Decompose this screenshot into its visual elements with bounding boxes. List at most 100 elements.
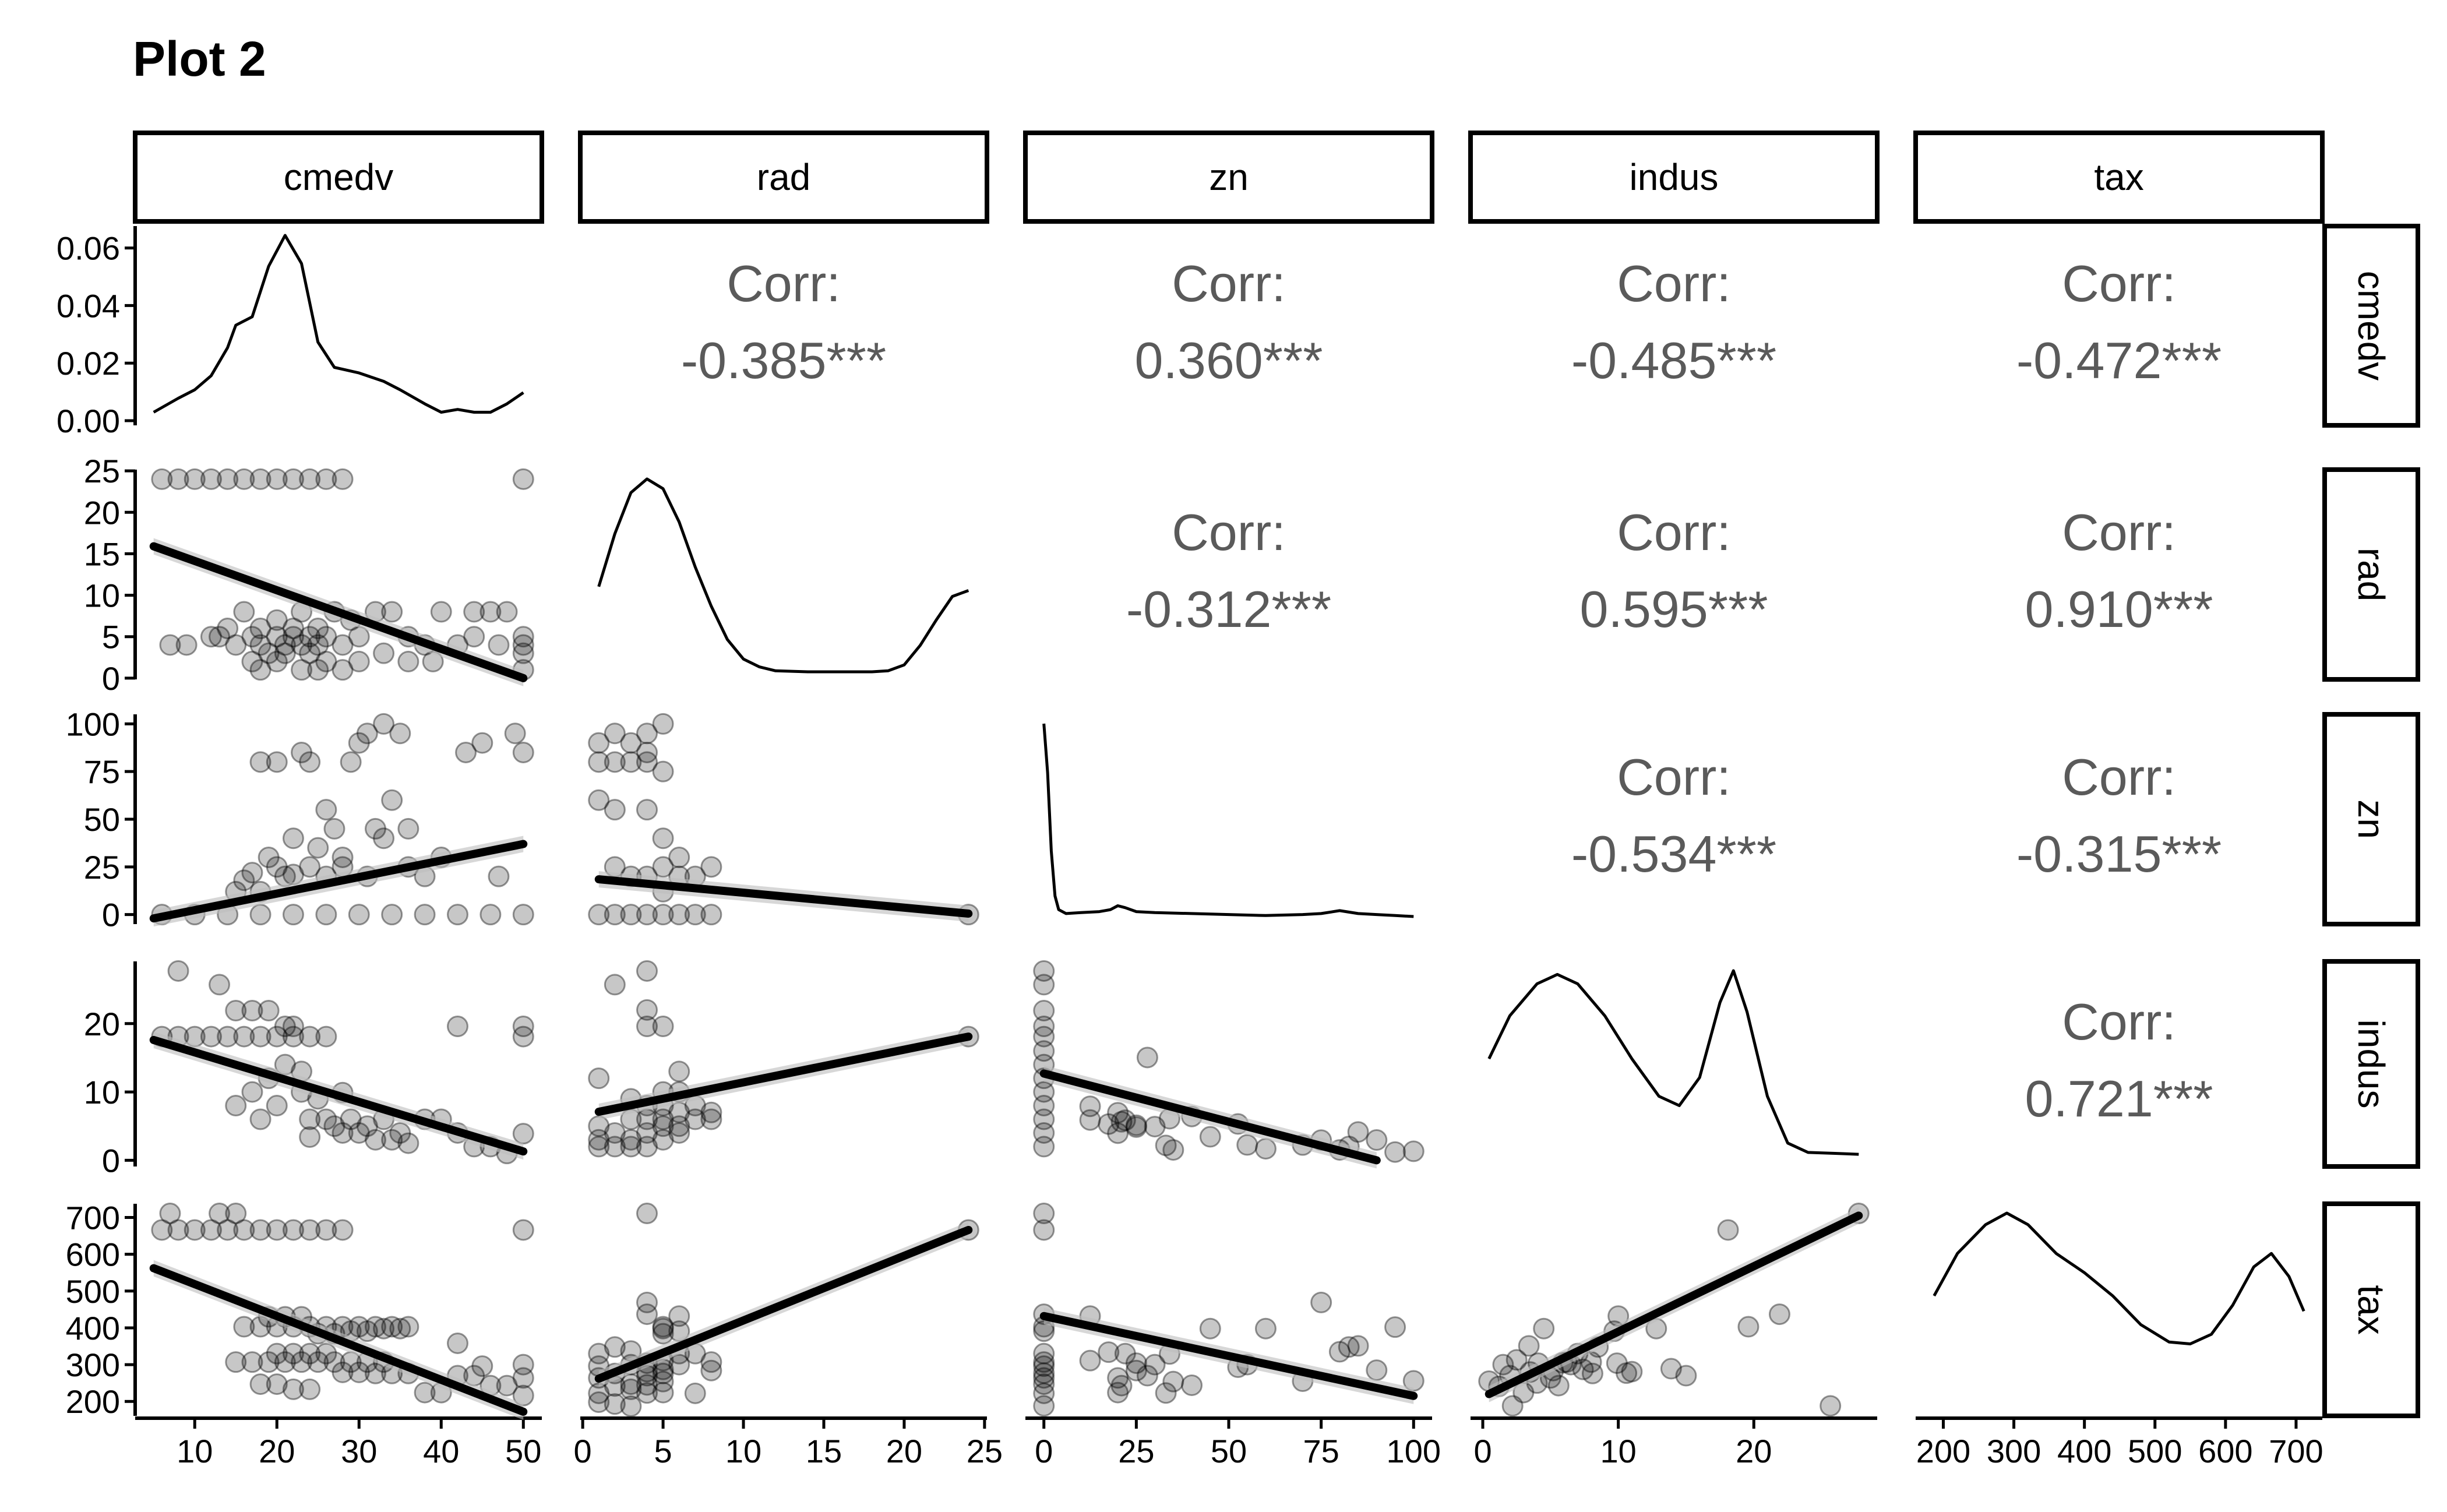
strip-top-label-zn: zn — [1209, 156, 1249, 198]
scatter-point — [1079, 1349, 1101, 1372]
scatter-point — [1110, 1374, 1133, 1397]
scatter-point — [604, 974, 626, 996]
scatter-point — [1079, 1109, 1101, 1131]
scatter-point — [266, 650, 288, 672]
y-tick-label-rad: 0 — [102, 660, 120, 697]
x-tick-label-rad: 25 — [967, 1433, 1003, 1469]
scatter-point — [299, 626, 321, 648]
scatter-point — [1533, 1317, 1555, 1340]
x-tick-label-rad: 20 — [886, 1433, 922, 1469]
scatter-point — [471, 1355, 493, 1377]
scatter-point — [588, 1067, 610, 1090]
scatter-point — [1616, 1362, 1638, 1384]
scatter-point — [241, 650, 263, 672]
scatter-point — [348, 732, 370, 754]
scatter-point — [315, 1219, 337, 1241]
scatter-point — [348, 904, 370, 926]
scatter-point — [241, 1081, 263, 1103]
scatter-point — [1033, 1136, 1055, 1158]
y-tick-label-rad: 10 — [84, 577, 120, 614]
scatter-point — [299, 1126, 321, 1148]
scatter-point — [652, 856, 674, 878]
scatter-point — [1366, 1359, 1388, 1381]
scatter-point — [274, 1351, 296, 1373]
scatter-point — [1199, 1126, 1221, 1148]
scatter-point — [332, 1361, 354, 1383]
x-tick-label-rad: 0 — [574, 1433, 592, 1469]
scatter-point — [225, 634, 247, 656]
scatter-point — [159, 1203, 181, 1225]
scatter-point — [249, 751, 272, 773]
scatter-point — [332, 1122, 354, 1144]
scatter-point — [636, 1122, 658, 1144]
scatter-point — [315, 1025, 337, 1048]
regression-line — [149, 1264, 528, 1416]
scatter-point — [652, 1108, 674, 1130]
strip-right-tax — [2322, 1201, 2420, 1418]
x-tick-label-tax: 700 — [2269, 1433, 2323, 1469]
scatter-point — [1033, 1025, 1055, 1048]
regression-line — [594, 1032, 973, 1116]
scatter-point — [652, 1316, 674, 1338]
scatter-point — [588, 789, 610, 811]
scatter-point — [636, 1203, 658, 1225]
scatter-point — [652, 760, 674, 783]
scatter-point — [291, 634, 313, 656]
corr-value: 0.360*** — [1135, 332, 1323, 389]
corr-value: -0.485*** — [1571, 332, 1776, 389]
strip-right-label-cmedv: cmedv — [2350, 271, 2392, 381]
scatter-point — [488, 634, 510, 656]
scatter-point — [282, 626, 304, 648]
scatter-point — [364, 1362, 386, 1384]
scatter-point — [315, 1342, 337, 1365]
scatter-point — [1114, 1342, 1136, 1365]
scatter-point — [1033, 1040, 1055, 1062]
y-tick-label-tax: 300 — [66, 1347, 120, 1383]
scatter-point — [282, 468, 304, 490]
scatter-point — [184, 468, 206, 490]
scatter-point — [512, 904, 534, 926]
scatter-point — [471, 732, 493, 754]
scatter-point — [1199, 1317, 1221, 1340]
scatter-point — [1033, 1000, 1055, 1022]
scatter-point — [636, 1291, 658, 1313]
scatter-point — [1347, 1121, 1369, 1143]
scatter-point — [1033, 974, 1055, 996]
scatter-point — [446, 1332, 468, 1354]
x-tick-label-zn: 50 — [1211, 1433, 1247, 1469]
scatter-point — [307, 837, 329, 859]
corr-label: Corr: — [727, 255, 841, 312]
strip-right-cmedv — [2322, 224, 2420, 428]
scatter-point — [1366, 1129, 1388, 1151]
scatter-point — [512, 1219, 534, 1241]
scatter-point — [307, 617, 329, 639]
regression-line — [149, 1035, 528, 1156]
x-tick-label-zn: 100 — [1387, 1433, 1441, 1469]
scatter-point — [356, 1320, 378, 1342]
corr-value: -0.315*** — [2016, 825, 2222, 883]
scatter-point — [1501, 1395, 1524, 1417]
scatter-point — [364, 1129, 386, 1151]
corr-label: Corr: — [1172, 503, 1286, 561]
scatter-point — [258, 1351, 280, 1373]
x-tick-label-zn: 0 — [1035, 1433, 1053, 1469]
scatter-point — [332, 634, 354, 656]
scatter-point — [200, 1219, 222, 1241]
strip-top-label-cmedv: cmedv — [284, 156, 394, 198]
scatter-point — [504, 722, 526, 745]
scatter-point — [1033, 1351, 1055, 1373]
scatter-point — [588, 1129, 610, 1151]
y-tick-label-indus: 20 — [84, 1006, 120, 1042]
scatter-point — [307, 659, 329, 681]
scatter-point — [1033, 1122, 1055, 1144]
scatter-point — [348, 1122, 370, 1144]
scatter-point — [299, 751, 321, 773]
corr-label: Corr: — [1172, 255, 1286, 312]
corr-label: Corr: — [1617, 255, 1731, 312]
scatter-point — [1547, 1374, 1570, 1397]
density-curve-indus — [1487, 969, 1859, 1156]
scatter-point — [1660, 1358, 1682, 1380]
scatter-point — [209, 1203, 231, 1225]
scatter-point — [389, 1317, 411, 1340]
